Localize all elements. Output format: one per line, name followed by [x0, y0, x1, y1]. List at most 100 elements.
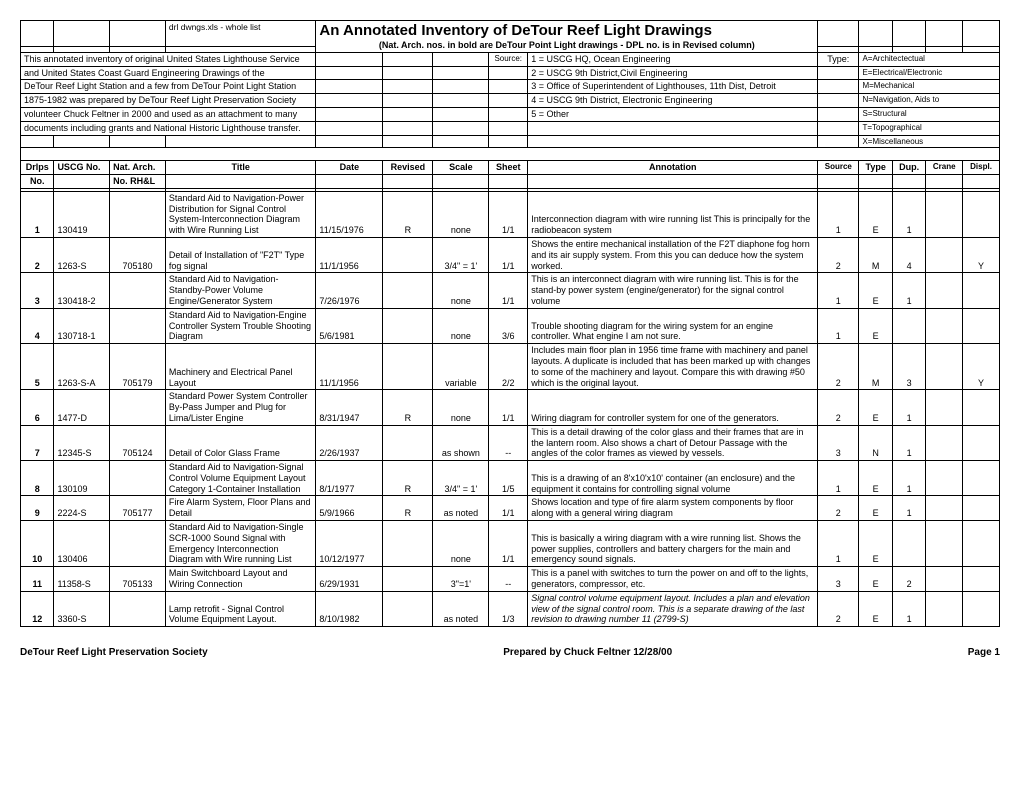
cell-nat: 705179 [110, 344, 166, 390]
cell-nat [110, 273, 166, 308]
cell-no: 11 [21, 567, 54, 592]
cell-dup: 1 [892, 591, 925, 626]
cell-sheet: 2/2 [489, 344, 528, 390]
cell-src: 1 [818, 273, 859, 308]
cell-dup: 2 [892, 567, 925, 592]
intro-line-5: volunteer Chuck Feltner in 2000 and used… [21, 107, 316, 121]
col-header-rhl: No. RH&L [110, 174, 166, 188]
cell-title: Fire Alarm System, Floor Plans and Detai… [165, 496, 316, 521]
cell-sheet: 1/5 [489, 461, 528, 496]
cell-displ [963, 591, 1000, 626]
cell-title: Standard Aid to Navigation-Engine Contro… [165, 308, 316, 343]
cell-date: 8/10/1982 [316, 591, 383, 626]
cell-nat: 705177 [110, 496, 166, 521]
cell-no: 6 [21, 390, 54, 425]
cell-uscg: 130418-2 [54, 273, 110, 308]
cell-uscg: 130419 [54, 191, 110, 237]
cell-anno: This is an interconnect diagram with wir… [528, 273, 818, 308]
cell-uscg: 1263-S-A [54, 344, 110, 390]
cell-displ [963, 390, 1000, 425]
cell-src: 3 [818, 567, 859, 592]
cell-date: 8/1/1977 [316, 461, 383, 496]
cell-uscg: 130406 [54, 521, 110, 567]
col-header-rev: Revised [383, 161, 433, 175]
col-header-displ: Displ. [963, 161, 1000, 175]
cell-no: 10 [21, 521, 54, 567]
cell-type: E [859, 591, 892, 626]
col-header-no: No. [21, 174, 54, 188]
cell-no: 1 [21, 191, 54, 237]
col-header-title: Title [165, 161, 316, 175]
cell-crane [926, 591, 963, 626]
cell-rev: R [383, 191, 433, 237]
cell-scale: none [433, 191, 489, 237]
cell-scale: as shown [433, 425, 489, 460]
cell-crane [926, 461, 963, 496]
cell-nat [110, 591, 166, 626]
cell-type: M [859, 237, 892, 272]
cell-nat [110, 308, 166, 343]
type-n: N=Navigation, Aids to [859, 94, 1000, 108]
cell-sheet: 1/3 [489, 591, 528, 626]
cell-displ [963, 496, 1000, 521]
cell-title: Main Switchboard Layout and Wiring Conne… [165, 567, 316, 592]
cell-src: 2 [818, 344, 859, 390]
cell-dup: 4 [892, 237, 925, 272]
cell-crane [926, 496, 963, 521]
col-header-dup: Dup. [892, 161, 925, 175]
cell-date: 5/6/1981 [316, 308, 383, 343]
col-header-nat: Nat. Arch. [110, 161, 166, 175]
cell-nat [110, 521, 166, 567]
cell-sheet: -- [489, 425, 528, 460]
table-row: 92224-S705177Fire Alarm System, Floor Pl… [21, 496, 1000, 521]
cell-dup: 1 [892, 461, 925, 496]
cell-src: 1 [818, 308, 859, 343]
cell-sheet: 1/1 [489, 273, 528, 308]
cell-uscg: 2224-S [54, 496, 110, 521]
cell-no: 5 [21, 344, 54, 390]
cell-src: 1 [818, 461, 859, 496]
cell-type: E [859, 308, 892, 343]
footer-center: Prepared by Chuck Feltner 12/28/00 [503, 647, 672, 658]
cell-no: 12 [21, 591, 54, 626]
cell-dup: 1 [892, 390, 925, 425]
cell-rev: R [383, 461, 433, 496]
cell-anno: Signal control volume equipment layout. … [528, 591, 818, 626]
col-header-crane: Crane [926, 161, 963, 175]
cell-src: 2 [818, 496, 859, 521]
type-t: T=Topographical [859, 121, 1000, 135]
intro-line-1: This annotated inventory of original Uni… [21, 52, 316, 66]
cell-no: 9 [21, 496, 54, 521]
cell-scale: variable [433, 344, 489, 390]
cell-dup: 3 [892, 344, 925, 390]
cell-no: 7 [21, 425, 54, 460]
cell-title: Standard Aid to Navigation-Power Distrib… [165, 191, 316, 237]
cell-title: Standard Power System Controller By-Pass… [165, 390, 316, 425]
cell-anno: This is a drawing of an 8'x10'x10' conta… [528, 461, 818, 496]
page-footer: DeTour Reef Light Preservation Society P… [20, 647, 1000, 658]
cell-displ [963, 461, 1000, 496]
cell-rev [383, 237, 433, 272]
type-m: M=Mechanical [859, 80, 1000, 94]
cell-anno: Wiring diagram for controller system for… [528, 390, 818, 425]
cell-scale: 3/4" = 1' [433, 461, 489, 496]
source-2: 2 = USCG 9th District,Civil Engineering [528, 66, 818, 80]
cell-crane [926, 344, 963, 390]
cell-src: 2 [818, 390, 859, 425]
cell-dup [892, 521, 925, 567]
table-row: 10130406Standard Aid to Navigation-Singl… [21, 521, 1000, 567]
col-header-uscg: USCG No. [54, 161, 110, 175]
header-table: drl dwngs.xls - whole list An Annotated … [20, 20, 1000, 627]
cell-src: 1 [818, 521, 859, 567]
cell-rev [383, 273, 433, 308]
cell-uscg: 11358-S [54, 567, 110, 592]
cell-type: E [859, 496, 892, 521]
cell-date: 8/31/1947 [316, 390, 383, 425]
cell-crane [926, 425, 963, 460]
cell-nat [110, 461, 166, 496]
cell-uscg: 130718-1 [54, 308, 110, 343]
cell-date: 2/26/1937 [316, 425, 383, 460]
cell-crane [926, 390, 963, 425]
cell-anno: Includes main floor plan in 1956 time fr… [528, 344, 818, 390]
cell-rev [383, 591, 433, 626]
